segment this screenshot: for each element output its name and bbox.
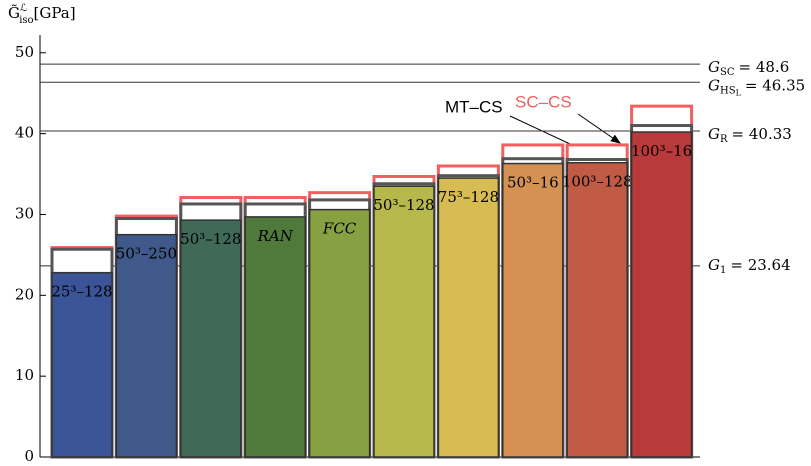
- bar-label: FCC: [322, 220, 357, 238]
- symbol: G̃: [8, 4, 20, 22]
- bar-label: 50³–250: [116, 245, 177, 263]
- y-tick-label: 10: [15, 366, 34, 384]
- y-tick-label: 20: [15, 285, 34, 303]
- sub: HS: [720, 85, 736, 96]
- reference-label: G1 = 23.64: [708, 256, 791, 276]
- sub: 1: [720, 264, 726, 275]
- value-label: = 48.6: [739, 58, 790, 76]
- bar: [373, 185, 435, 458]
- bar-label: RAN: [257, 227, 294, 245]
- subsub: L: [736, 88, 742, 97]
- y-label: G̃ℒ iso[GPa]: [8, 3, 76, 26]
- bar: [244, 216, 306, 458]
- bar-label: 50³–128: [180, 230, 241, 248]
- unit: [GPa]: [34, 4, 76, 22]
- value-label: = 40.33: [732, 125, 792, 143]
- symbol: G: [708, 256, 720, 274]
- bar-label: 100³–16: [631, 142, 692, 160]
- symbol: G: [708, 76, 720, 94]
- annotation: MT–CS: [445, 97, 503, 116]
- sub: R: [720, 133, 728, 144]
- bar: [566, 161, 628, 458]
- sub: iso: [19, 15, 33, 26]
- reference-label: GR = 40.33: [708, 125, 792, 145]
- bar-label: 100³–128: [562, 173, 633, 191]
- value-label: = 23.64: [730, 256, 790, 274]
- bar-label: 50³–128: [373, 196, 434, 214]
- sub: SC: [720, 67, 735, 78]
- symbol: G: [708, 125, 720, 143]
- bar: [502, 162, 564, 458]
- bar-label: 50³–16: [507, 174, 559, 192]
- y-tick-label: 40: [15, 124, 34, 142]
- bar: [51, 271, 113, 458]
- bar-label: 75³–128: [438, 188, 499, 206]
- arrow: [577, 113, 621, 144]
- reference-label: GHSL = 46.35: [708, 76, 805, 97]
- reference-label: GSC = 48.6: [708, 58, 789, 78]
- y-tick-label: 0: [24, 447, 34, 465]
- annotation: SC–CS: [515, 92, 572, 111]
- bar: [180, 219, 242, 458]
- y-tick-label: 50: [15, 43, 34, 61]
- bar-label: 25³–128: [51, 283, 112, 301]
- bar: [115, 233, 178, 458]
- symbol: G: [708, 58, 720, 76]
- bar: [308, 208, 371, 458]
- y-tick-label: 30: [15, 204, 34, 222]
- bar: [437, 177, 500, 458]
- sup: ℒ: [20, 3, 27, 14]
- value-label: = 46.35: [745, 76, 805, 94]
- bar: [630, 131, 693, 458]
